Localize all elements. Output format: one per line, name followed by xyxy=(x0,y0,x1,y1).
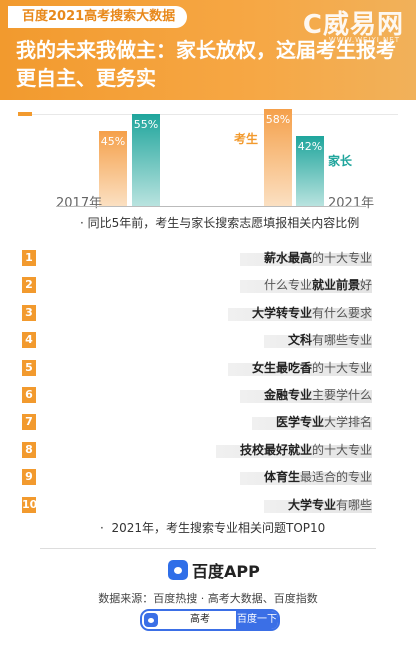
rank-text-bold: 大学转专业 xyxy=(251,305,312,320)
ranking-caption: · 2021年，考生搜索专业相关问题TOP10 xyxy=(100,521,326,535)
rank-text-rest: 最适合的专业 xyxy=(299,470,372,485)
rank-number: 9 xyxy=(22,469,36,486)
rank-text: 医学专业大学排名 xyxy=(276,414,372,430)
search-input[interactable]: 高考 xyxy=(190,614,210,625)
rank-text-bold: 薪水最高 xyxy=(263,251,312,265)
rank-text-bold: 技校最好就业 xyxy=(239,442,312,457)
divider xyxy=(18,114,398,115)
rank-row: 6 金融专业主要学什么 xyxy=(22,387,372,403)
rank-row: 10 大学专业有哪些 xyxy=(22,496,372,513)
rank-number: 6 xyxy=(22,387,36,403)
data-label-2021-student: 58% xyxy=(265,113,291,126)
x-axis-line xyxy=(56,206,366,207)
header-banner: 百度2021高考搜索大数据 C威易网 WWW.WEIYI.NET 我的未来我做主… xyxy=(0,0,416,100)
bar-2021-parent xyxy=(296,136,324,206)
rank-text-bold: 大学专业 xyxy=(287,497,336,512)
rank-text-bold: 医学专业 xyxy=(275,415,324,430)
rank-bar xyxy=(239,253,372,266)
rank-text-rest: 有什么要求 xyxy=(311,305,372,320)
baidu-app-logo: 百度APP xyxy=(168,558,260,582)
data-label-2017-parent: 55% xyxy=(133,118,159,131)
footer-divider xyxy=(40,548,376,549)
bar-2021-student xyxy=(264,109,292,206)
rank-text-rest: 有哪些专业 xyxy=(311,333,372,348)
rank-text: 大学转专业有什么要求 xyxy=(252,305,372,321)
rank-bar xyxy=(227,362,372,376)
rank-bar xyxy=(263,335,372,349)
header-badge: 百度2021高考搜索大数据 xyxy=(8,6,188,28)
search-button[interactable]: 百度一下 xyxy=(236,611,278,629)
x-tick-2021: 2021年 xyxy=(328,196,375,211)
rank-bar xyxy=(215,444,372,458)
rank-text-rest: 好 xyxy=(359,278,372,293)
rank-row: 3 大学转专业有什么要求 xyxy=(22,304,372,321)
rank-text: 女生最吃香的十大专业 xyxy=(252,360,372,376)
rank-row: 4 文科有哪些专业 xyxy=(22,332,372,349)
baidu-paw-icon xyxy=(144,613,158,627)
data-label-2021-parent: 42% xyxy=(297,140,323,153)
rank-bar xyxy=(239,280,372,294)
rank-text-bold: 文科 xyxy=(287,333,312,348)
rank-row: 9 体育生最适合的专业 xyxy=(22,469,372,486)
rank-number: 8 xyxy=(22,441,36,458)
baidu-paw-icon xyxy=(168,560,188,580)
ranking-caption-text: 2021年，考生搜索专业相关问题TOP10 xyxy=(111,521,326,535)
rank-row: 5 女生最吃香的十大专业 xyxy=(22,359,372,376)
search-box[interactable]: 高考 百度一下 xyxy=(140,609,280,631)
site-logo-url: WWW.WEIYI.NET xyxy=(328,36,400,44)
rank-text-bold: 体育生 xyxy=(263,470,300,485)
site-logo: C威易网 xyxy=(302,10,404,40)
app-name: 百度APP xyxy=(192,562,260,581)
rank-number: 1 xyxy=(22,250,36,266)
rank-row: 2 什么专业就业前景好 xyxy=(22,277,372,294)
rank-text-rest: 有哪些 xyxy=(335,497,372,512)
bar-2017-student xyxy=(99,131,127,206)
rank-number: 5 xyxy=(22,359,36,376)
rank-number: 7 xyxy=(22,414,36,431)
series-label-parent: 家长 xyxy=(328,154,353,168)
data-label-2017-student: 45% xyxy=(100,135,126,148)
rank-bar xyxy=(263,499,372,513)
series-label-student: 考生 xyxy=(234,132,259,146)
rank-bar xyxy=(251,417,372,431)
rank-bar xyxy=(227,307,372,321)
rank-row: 1 薪水最高的十大专业 xyxy=(22,250,372,266)
rank-text: 体育生最适合的专业 xyxy=(264,469,372,485)
page-title: 我的未来我做主：家长放权，这届考生报考更自主、更务实 xyxy=(16,38,396,90)
bar-2017-parent xyxy=(132,114,160,206)
rank-number: 2 xyxy=(22,277,36,294)
rank-text-pre: 什么专业 xyxy=(263,278,312,293)
chart-caption: · 同比5年前，考生与家长搜索志愿填报相关内容比例 xyxy=(80,216,360,230)
rank-text-bold: 金融专业 xyxy=(263,388,312,402)
rank-text-bold: 就业前景 xyxy=(311,278,360,293)
divider-accent xyxy=(18,112,32,116)
rank-text: 金融专业主要学什么 xyxy=(264,387,372,403)
rank-text-rest: 的十大专业 xyxy=(311,360,372,375)
rank-bar xyxy=(239,472,372,486)
rank-text-rest: 大学排名 xyxy=(323,415,372,430)
x-tick-2017: 2017年 xyxy=(56,196,103,211)
rank-bar xyxy=(239,390,372,403)
rank-text-rest: 的十大专业 xyxy=(311,251,372,265)
rank-text-rest: 的十大专业 xyxy=(311,442,372,457)
rank-row: 7 医学专业大学排名 xyxy=(22,414,372,431)
rank-number: 10 xyxy=(22,496,38,513)
data-source: 数据来源：百度热搜 · 高考大数据、百度指数 xyxy=(98,592,318,605)
rank-text: 大学专业有哪些 xyxy=(288,497,372,513)
rank-text-bold: 女生最吃香 xyxy=(251,360,312,375)
rank-text: 薪水最高的十大专业 xyxy=(264,250,372,266)
rank-text-rest: 主要学什么 xyxy=(311,388,372,402)
rank-text: 文科有哪些专业 xyxy=(288,332,372,348)
rank-number: 4 xyxy=(22,332,36,349)
rank-text: 什么专业就业前景好 xyxy=(264,277,372,293)
rank-row: 8 技校最好就业的十大专业 xyxy=(22,441,372,458)
rank-number: 3 xyxy=(22,304,36,321)
chart-caption-text: 同比5年前，考生与家长搜索志愿填报相关内容比例 xyxy=(87,216,360,230)
rank-text: 技校最好就业的十大专业 xyxy=(240,442,372,458)
